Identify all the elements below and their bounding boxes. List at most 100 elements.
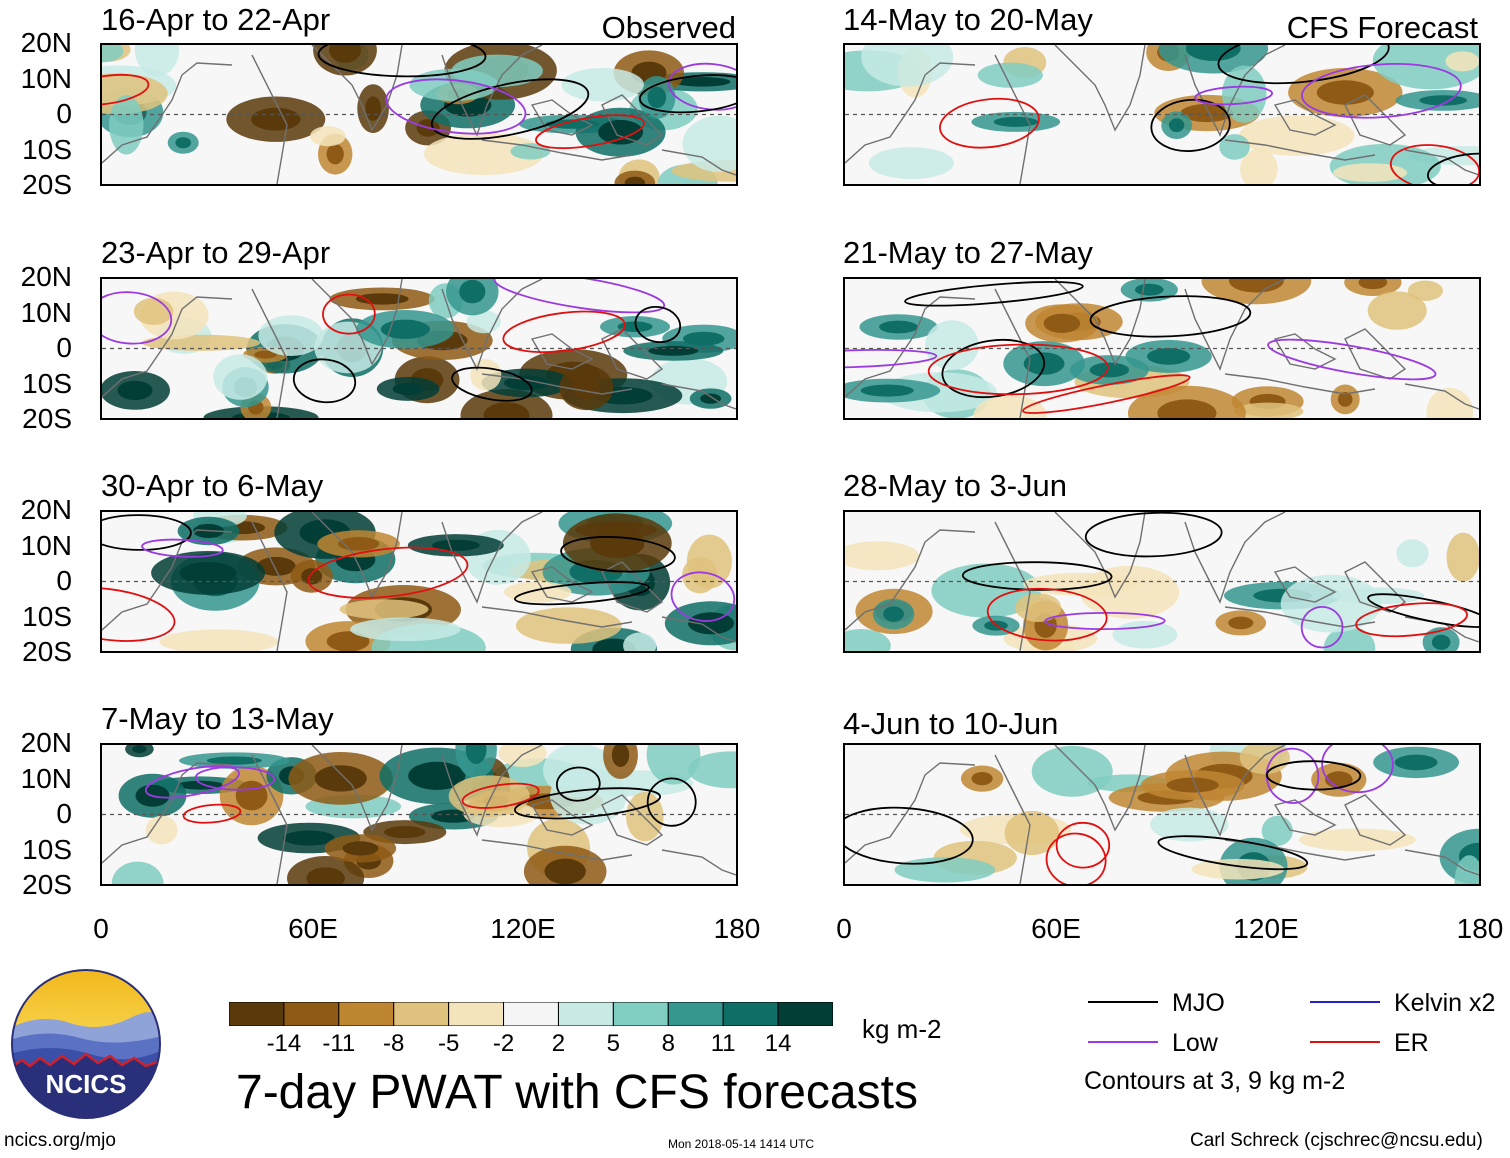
pwat-anomaly-core — [301, 568, 323, 585]
pwat-anomaly-core — [206, 756, 262, 765]
wave-contour — [102, 291, 173, 345]
pwat-field — [102, 45, 736, 184]
coastline — [1224, 373, 1376, 395]
coastline — [601, 94, 664, 146]
colorbar-swatch — [777, 1001, 834, 1027]
wave-contour — [1300, 605, 1344, 649]
coastline — [1184, 512, 1286, 604]
colorbar-swatches — [228, 1001, 834, 1027]
pwat-anomaly-region — [561, 68, 644, 102]
colorbar-label: 8 — [661, 1030, 675, 1057]
panel-title-fcst-2: 21-May to 27-May — [843, 235, 1093, 270]
lat-tick: 0 — [56, 798, 72, 829]
coastline — [1404, 383, 1479, 410]
wave-contour — [1055, 821, 1111, 869]
colorbar-swatch — [338, 1001, 395, 1027]
pwat-anomaly-region — [1233, 402, 1304, 418]
wave-contour — [194, 766, 276, 791]
pwat-anomaly-region — [682, 115, 736, 173]
pwat-anomaly-core — [544, 858, 586, 884]
wave-contour — [322, 293, 376, 335]
pwat-anomaly-core — [883, 606, 904, 622]
coastline — [530, 333, 594, 370]
pwat-anomaly-core — [611, 745, 630, 767]
pwat-field — [845, 512, 1479, 651]
pwat-anomaly-core — [1166, 777, 1219, 793]
coastline — [1404, 849, 1479, 876]
coastline — [441, 279, 543, 371]
coastline — [1054, 745, 1146, 832]
wave-contour — [1194, 85, 1273, 106]
coastline — [601, 794, 664, 846]
wave-contour — [939, 97, 1040, 149]
pwat-anomaly-region — [498, 745, 547, 767]
wave-contour — [555, 766, 601, 802]
coastline — [1344, 794, 1407, 846]
pwat-anomaly-core — [879, 320, 918, 334]
pwat-anomaly-region — [626, 792, 664, 842]
colorbar — [228, 1001, 834, 1027]
coastline — [845, 529, 976, 631]
lon-tick: 180 — [1456, 913, 1504, 944]
footer-url[interactable]: ncics.org/mjo — [4, 1130, 116, 1151]
coastline — [1054, 45, 1146, 132]
pwat-anomaly-core — [342, 841, 379, 856]
coastline — [481, 606, 633, 628]
map-panel-fcst-4 — [843, 743, 1481, 886]
lat-tick: 10N — [20, 762, 72, 794]
pwat-anomaly-core — [1185, 45, 1241, 61]
pwat-anomaly-core — [1089, 362, 1130, 378]
pwat-anomaly-core — [459, 279, 486, 304]
colorbar-label: -11 — [322, 1030, 356, 1057]
wave-contour — [1355, 602, 1468, 638]
pwat-anomaly-core — [1135, 283, 1164, 296]
ncics-logo-icon: NCICS — [11, 969, 161, 1119]
pwat-anomaly-core — [598, 119, 644, 145]
pwat-anomaly-core — [1394, 754, 1438, 771]
pwat-anomaly-region — [646, 745, 701, 785]
coastline — [1273, 799, 1337, 836]
wave-contour — [102, 514, 192, 551]
pwat-anomaly-core — [117, 380, 153, 401]
wave-contour — [1265, 747, 1320, 804]
wave-contour — [646, 777, 697, 827]
pwat-anomaly-region — [861, 45, 954, 87]
wave-contour — [986, 587, 1108, 642]
ncics-logo: NCICS — [10, 968, 162, 1120]
panel-title-obs-2: 23-Apr to 29-Apr — [101, 235, 331, 270]
coastline — [1054, 279, 1146, 366]
coastline — [311, 512, 403, 599]
cfs-forecast-label: CFS Forecast — [1286, 10, 1478, 45]
pwat-anomaly-core — [700, 393, 721, 404]
wave-contour — [493, 279, 666, 314]
coastline — [481, 373, 633, 395]
pwat-anomaly-region — [1454, 855, 1479, 884]
wave-contour — [1150, 98, 1231, 152]
coastline — [441, 512, 543, 604]
colorbar-swatch — [667, 1001, 724, 1027]
wave-contour — [461, 782, 540, 809]
legend-er-label: ER — [1394, 1029, 1429, 1057]
pwat-anomaly-core — [256, 556, 296, 576]
panel-title-obs-1: 16-Apr to 22-Apr — [101, 2, 331, 37]
lon-tick: 0 — [836, 913, 852, 944]
pwat-anomaly-region — [310, 126, 346, 147]
colorbar-swatch — [228, 1001, 285, 1027]
pwat-anomaly-region — [145, 815, 178, 845]
wave-contour — [638, 74, 736, 114]
wave-contour — [535, 114, 645, 150]
wave-contour — [1427, 152, 1479, 184]
pwat-anomaly-core — [326, 631, 370, 651]
pwat-anomaly-region — [1367, 291, 1427, 330]
coastline — [102, 529, 233, 631]
pwat-anomaly-region — [1240, 148, 1278, 184]
legend-er-line — [1310, 1041, 1380, 1043]
legend: MJO Kelvin x2 Low ER — [1088, 988, 1500, 1098]
wave-contour — [670, 571, 736, 622]
colorbar-label: -5 — [437, 1030, 460, 1057]
wave-contour — [1089, 295, 1252, 338]
coastline — [1184, 745, 1286, 837]
pwat-anomaly-region — [868, 147, 954, 180]
coastline — [1344, 94, 1407, 146]
colorbar-label: 11 — [710, 1030, 736, 1057]
